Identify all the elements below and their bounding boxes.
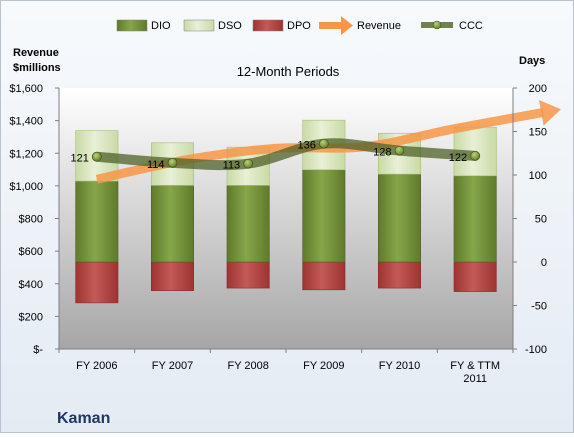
ccc-data-label: 114 bbox=[147, 159, 165, 171]
ccc-point bbox=[92, 151, 102, 162]
legend-dso-label: DSO bbox=[218, 20, 242, 32]
right-axis-title: Days bbox=[519, 55, 545, 67]
x-tick-label: FY 2007 bbox=[152, 360, 193, 372]
right-axis-ticks: -100 -50 0 50 100 150 200 bbox=[513, 83, 547, 356]
left-tick-label: $400 bbox=[19, 279, 43, 291]
right-tick-label: 150 bbox=[529, 127, 547, 139]
dio-bar bbox=[226, 185, 270, 263]
legend-revenue-arrow-head bbox=[341, 16, 353, 35]
left-axis-ticks: $- $200 $400 $600 $800 $1,000 $1,200 $1,400 $1,6… bbox=[9, 83, 59, 356]
x-tick-label: FY & TTM 2011 bbox=[450, 360, 500, 385]
right-tick-label: 100 bbox=[529, 170, 547, 182]
x-tick-label: FY 2010 bbox=[379, 360, 420, 372]
left-axis-title-line1: Revenue bbox=[13, 47, 59, 59]
ccc-point bbox=[319, 138, 329, 149]
dpo-bar bbox=[226, 261, 270, 289]
legend: DIO DSO DPO Revenue CCC bbox=[116, 16, 483, 35]
ccc-point bbox=[394, 145, 405, 156]
dio-bar bbox=[151, 185, 194, 263]
ccc-line-group: 121 114 113 136 128 122 bbox=[70, 138, 481, 172]
ccc-data-label: 128 bbox=[373, 147, 391, 159]
dpo-bar bbox=[75, 261, 119, 304]
legend-dio-label: DIO bbox=[151, 20, 171, 32]
legend-ccc-label: CCC bbox=[459, 20, 483, 32]
left-tick-label: $200 bbox=[19, 311, 43, 323]
ccc-data-label: 113 bbox=[223, 160, 241, 172]
left-tick-label: $600 bbox=[19, 246, 43, 258]
ccc-data-label: 121 bbox=[70, 153, 88, 165]
x-tick-label: FY 2006 bbox=[76, 360, 117, 372]
ccc-point bbox=[167, 158, 178, 168]
right-tick-label: -50 bbox=[531, 301, 547, 313]
x-axis-labels: FY 2006 FY 2007 FY 2008 FY 2009 FY 2010 FY & … bbox=[58, 349, 514, 385]
ccc-data-label: 136 bbox=[297, 140, 315, 152]
ccc-line bbox=[91, 138, 481, 171]
left-tick-label: $- bbox=[33, 344, 43, 356]
dio-bar bbox=[453, 175, 497, 263]
legend-dpo-swatch bbox=[252, 19, 284, 32]
left-tick-label: $1,200 bbox=[9, 148, 43, 160]
right-tick-label: 200 bbox=[529, 83, 547, 95]
legend-dso-swatch bbox=[183, 19, 215, 32]
dio-bar bbox=[378, 173, 421, 263]
ccc-point bbox=[470, 151, 480, 161]
dio-bar bbox=[75, 180, 119, 263]
right-tick-label: -100 bbox=[525, 344, 547, 356]
legend-revenue-arrow-shaft bbox=[319, 22, 341, 29]
dpo-bar bbox=[378, 261, 421, 289]
chart-title: 12-Month Periods bbox=[237, 64, 340, 79]
left-tick-label: $1,000 bbox=[9, 181, 43, 193]
ccc-point bbox=[243, 158, 253, 169]
dpo-bar bbox=[453, 261, 497, 292]
ccc-data-label: 122 bbox=[449, 152, 467, 164]
x-tick-label: FY 2009 bbox=[303, 360, 344, 372]
legend-ccc-marker bbox=[432, 20, 442, 30]
revenue-arrowhead bbox=[538, 100, 561, 126]
x-tick-label: FY 2008 bbox=[227, 360, 268, 372]
left-axis-title-line2: $millions bbox=[13, 62, 61, 74]
right-tick-label: 0 bbox=[541, 257, 547, 269]
legend-dio-swatch bbox=[116, 19, 148, 32]
legend-dpo-label: DPO bbox=[287, 20, 311, 32]
legend-revenue-label: Revenue bbox=[357, 20, 401, 32]
company-name: Kaman bbox=[57, 410, 110, 427]
left-tick-label: $1,600 bbox=[9, 83, 43, 95]
dpo-bar bbox=[302, 261, 346, 291]
dio-bar bbox=[302, 169, 346, 263]
dpo-bar bbox=[151, 261, 194, 292]
right-tick-label: 50 bbox=[535, 214, 547, 226]
left-tick-label: $800 bbox=[19, 214, 43, 226]
left-tick-label: $1,400 bbox=[9, 116, 43, 128]
